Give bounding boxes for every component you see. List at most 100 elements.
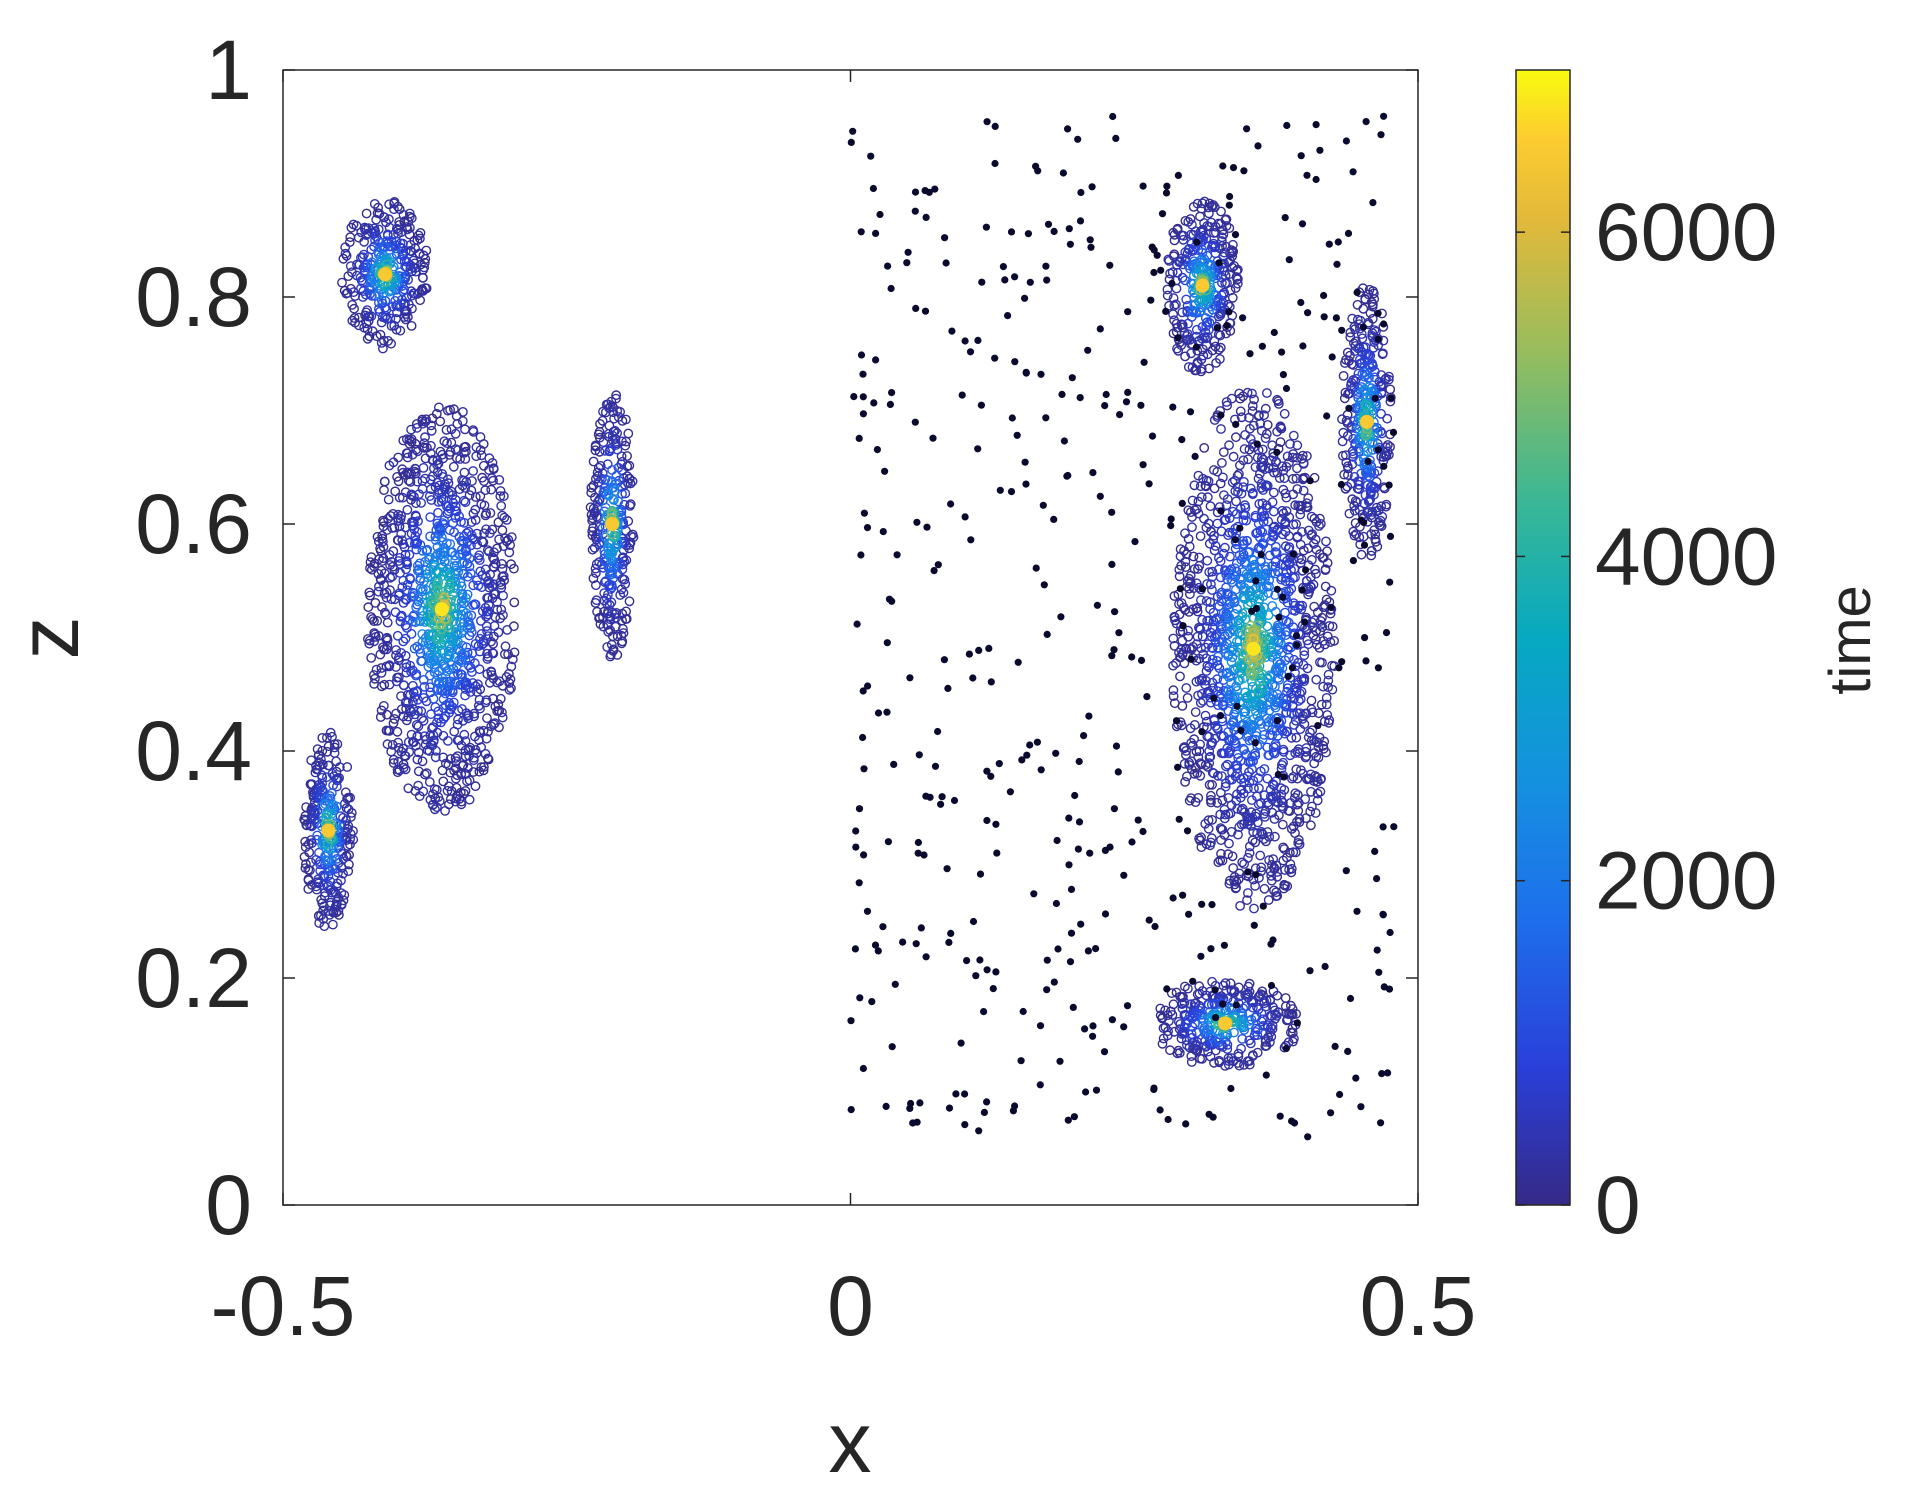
filled-point [1014,658,1022,666]
filled-point [1050,515,1058,524]
scatter-point [497,510,508,521]
scatter-point [396,691,406,701]
filled-point [1068,374,1076,382]
scatter-point [438,752,449,763]
filled-point [974,336,982,344]
filled-point [914,838,923,847]
filled-point [991,122,999,130]
scatter-point [460,786,471,796]
scatter-point [466,485,477,496]
scatter-point [383,513,393,524]
scatter-point [509,647,520,658]
filled-point [1187,655,1195,663]
filled-point [1074,845,1082,853]
scatter-point [379,476,390,487]
filled-point [1092,945,1100,953]
filled-point [1259,902,1267,910]
filled-point [950,796,959,805]
scatter-point [496,579,507,590]
scatter-point [498,491,509,502]
scatter-point [464,490,475,500]
filled-point [930,567,938,575]
filled-point [1089,469,1097,477]
filled-point [977,401,986,409]
scatter-point [462,763,473,773]
filled-point [941,234,949,242]
scatter-point [371,664,382,675]
filled-point [1081,1025,1089,1033]
filled-point [1100,1048,1109,1056]
filled-point [911,418,919,426]
scatter-point [504,547,515,558]
filled-point [1069,1003,1077,1012]
filled-point [975,1127,983,1135]
filled-point [1229,164,1238,172]
island-core-point [321,823,336,838]
filled-point [1386,928,1394,937]
filled-point [891,980,899,988]
scatter-point [403,783,414,794]
filled-point [1353,288,1361,296]
filled-point [1331,1042,1339,1050]
scatter-point [441,424,452,435]
filled-point [1074,135,1082,143]
scatter-point [493,699,504,710]
filled-point [1186,408,1195,416]
filled-point [1128,653,1136,661]
scatter-point [482,713,492,723]
scatter-point [507,654,518,665]
filled-point [1299,342,1307,350]
filled-point [1302,566,1310,574]
filled-point [1327,603,1335,612]
scatter-point [410,498,421,509]
filled-point [1334,238,1342,246]
scatter-point [392,672,402,683]
filled-point [887,284,895,293]
filled-point [906,1104,914,1112]
filled-point [1018,756,1026,764]
filled-point [1164,1115,1172,1124]
filled-point [1089,1022,1097,1030]
scatter-point [376,705,387,716]
scatter-point [457,416,468,426]
scatter-point [451,756,461,767]
filled-point [1108,508,1116,516]
filled-point [982,223,991,231]
filled-point [911,207,919,215]
filled-point [1233,702,1241,710]
filled-point [1338,326,1346,334]
filled-point [1338,658,1346,666]
filled-point [872,229,880,237]
scatter-point [364,635,375,646]
island-core-point [1359,414,1374,429]
filled-point [940,656,949,664]
filled-point [969,674,977,682]
filled-point [1211,986,1219,994]
filled-point [1243,125,1251,133]
filled-point [847,138,855,146]
scatter-point [486,636,496,647]
filled-point [1030,890,1038,898]
filled-point [1150,268,1158,277]
filled-point [1346,994,1355,1003]
filled-point [1066,958,1075,966]
filled-point [884,262,892,270]
filled-point [860,851,868,859]
filled-point [1254,142,1262,150]
scatter-point [498,610,508,620]
filled-point [1052,749,1060,757]
filled-point [915,751,923,759]
scatter-point [426,425,437,436]
filled-point [934,727,942,736]
filled-point [1342,867,1350,875]
filled-point [993,849,1001,857]
scatter-point [446,437,457,448]
filled-point [1148,243,1156,251]
filled-point [1303,171,1311,179]
island-core-point [1195,278,1210,293]
filled-point [1093,601,1101,609]
filled-point [976,870,985,878]
filled-point [1043,986,1051,994]
filled-point [1267,981,1276,990]
scatter-point [389,714,400,724]
